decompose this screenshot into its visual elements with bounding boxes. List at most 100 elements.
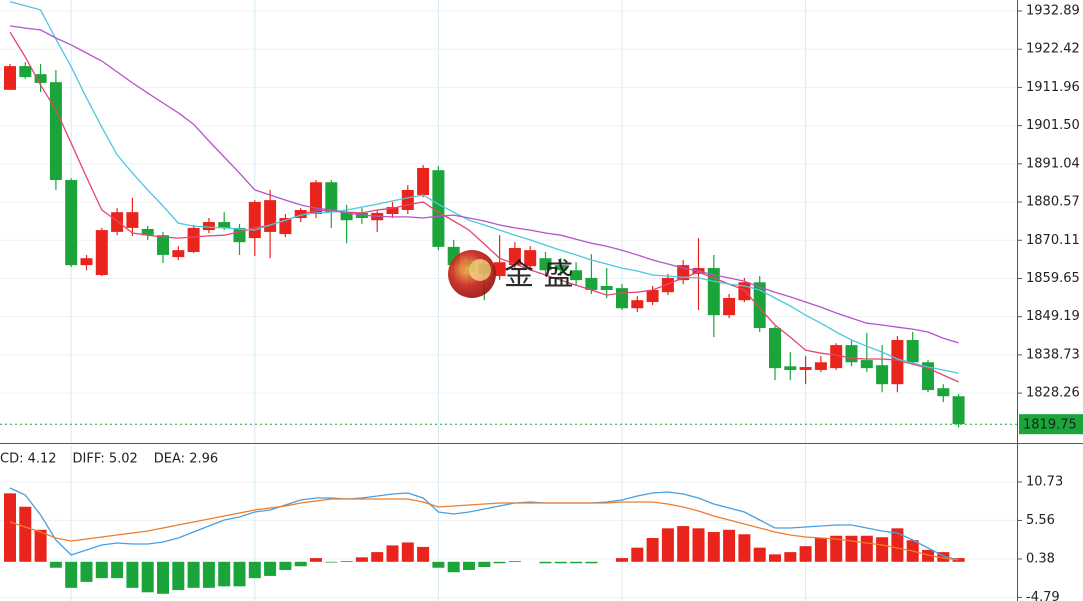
macd-bar: [860, 535, 873, 562]
macd-bar: [799, 546, 812, 562]
macd-bar: [769, 554, 781, 562]
candle-body: [554, 265, 567, 271]
candle-body: [19, 66, 32, 78]
y-tick-label: 1880.57: [1026, 195, 1080, 210]
macd-bar: [447, 561, 460, 573]
candle-body: [417, 167, 430, 196]
macd-bar: [753, 547, 766, 562]
candle-body: [891, 340, 904, 385]
macd-bar: [692, 528, 705, 562]
candle-body: [570, 270, 583, 281]
candle-body: [202, 222, 215, 231]
macd-bar: [4, 493, 16, 562]
y-tick-label: 1870.11: [1026, 233, 1080, 248]
macd-bar: [784, 552, 797, 562]
macd-bar: [417, 546, 430, 562]
candle-body: [126, 212, 139, 228]
candle-body: [661, 277, 674, 293]
logo-inner: [469, 259, 491, 281]
candle-body: [310, 182, 322, 215]
y-tick-label: 1901.50: [1026, 118, 1080, 133]
candle-body: [753, 282, 766, 328]
macd-bar: [294, 561, 307, 567]
macd-line: [9, 498, 959, 561]
y-tick-label: 1828.26: [1026, 386, 1080, 401]
candle-body: [830, 345, 843, 369]
macd-bar: [723, 529, 736, 562]
candle-body: [172, 250, 185, 258]
macd-bar: [432, 561, 445, 568]
legend-entry: DEA: 2.96: [154, 452, 218, 467]
grid-layer: [0, 0, 1017, 601]
macd-bar: [111, 561, 124, 579]
candle-body: [325, 182, 338, 213]
candle-body: [65, 180, 78, 266]
candle-body: [616, 288, 628, 309]
candle-body: [233, 227, 246, 243]
candle-body: [294, 209, 307, 219]
macd-bar: [707, 532, 720, 562]
macd-bar: [539, 561, 552, 564]
y-tick-label: 1911.96: [1026, 80, 1080, 95]
macd-bar: [264, 561, 277, 576]
macd-bar: [830, 535, 843, 562]
candle-body: [49, 82, 62, 181]
candle-body: [187, 227, 200, 252]
candle-body: [860, 360, 873, 369]
macd-bar: [202, 561, 215, 588]
macd-bar: [172, 561, 185, 591]
macd-bar: [310, 558, 322, 562]
candle-body: [707, 268, 720, 316]
candle-body: [600, 285, 613, 290]
candle-body: [539, 258, 552, 271]
last-price-label: 1819.75: [1023, 418, 1077, 433]
macd-bar: [371, 552, 384, 562]
macd-bar: [922, 549, 934, 562]
macd-bar: [141, 561, 154, 593]
macd-bar: [677, 526, 690, 562]
macd-bar: [937, 552, 950, 562]
candle-body: [845, 345, 858, 363]
candle-body: [585, 277, 598, 290]
macd-bar: [554, 561, 567, 564]
plot-layer: [0, 1, 1017, 594]
candle-body: [937, 388, 950, 397]
macd-bar: [570, 561, 583, 564]
candle-body: [95, 230, 108, 276]
macd-bar: [386, 545, 399, 562]
candle-body: [157, 235, 169, 255]
candle-body: [111, 212, 124, 232]
y-tick-label: 10.73: [1026, 474, 1063, 489]
macd-bar: [876, 537, 889, 562]
watermark: 金 盛: [448, 250, 574, 298]
y-tick-label: -4.79: [1026, 590, 1060, 601]
macd-bar: [646, 537, 659, 562]
macd-bar: [19, 506, 32, 562]
watermark-text: 金 盛: [504, 258, 574, 293]
macd-line: [9, 487, 959, 561]
macd-bar: [218, 561, 231, 587]
macd-bar: [401, 542, 414, 562]
last-price-box: [1019, 414, 1083, 435]
macd-bar: [279, 561, 292, 570]
candle-body: [493, 262, 506, 277]
macd-bar: [233, 561, 246, 587]
macd-bar: [95, 561, 108, 579]
macd-bar: [814, 537, 827, 562]
moving-average-line: [9, 1, 959, 374]
candle-body: [508, 247, 521, 266]
candle-body: [906, 340, 919, 363]
candle-body: [218, 222, 231, 228]
candle-body: [80, 258, 93, 266]
macd-bar: [187, 561, 200, 588]
candle-body: [631, 300, 644, 309]
moving-average-line: [9, 25, 959, 344]
candle-body: [401, 189, 414, 210]
candle-body: [524, 250, 537, 267]
candle-body: [769, 327, 781, 369]
macd-bar: [126, 561, 139, 588]
candle-body: [876, 365, 889, 385]
candle-body: [814, 362, 827, 370]
